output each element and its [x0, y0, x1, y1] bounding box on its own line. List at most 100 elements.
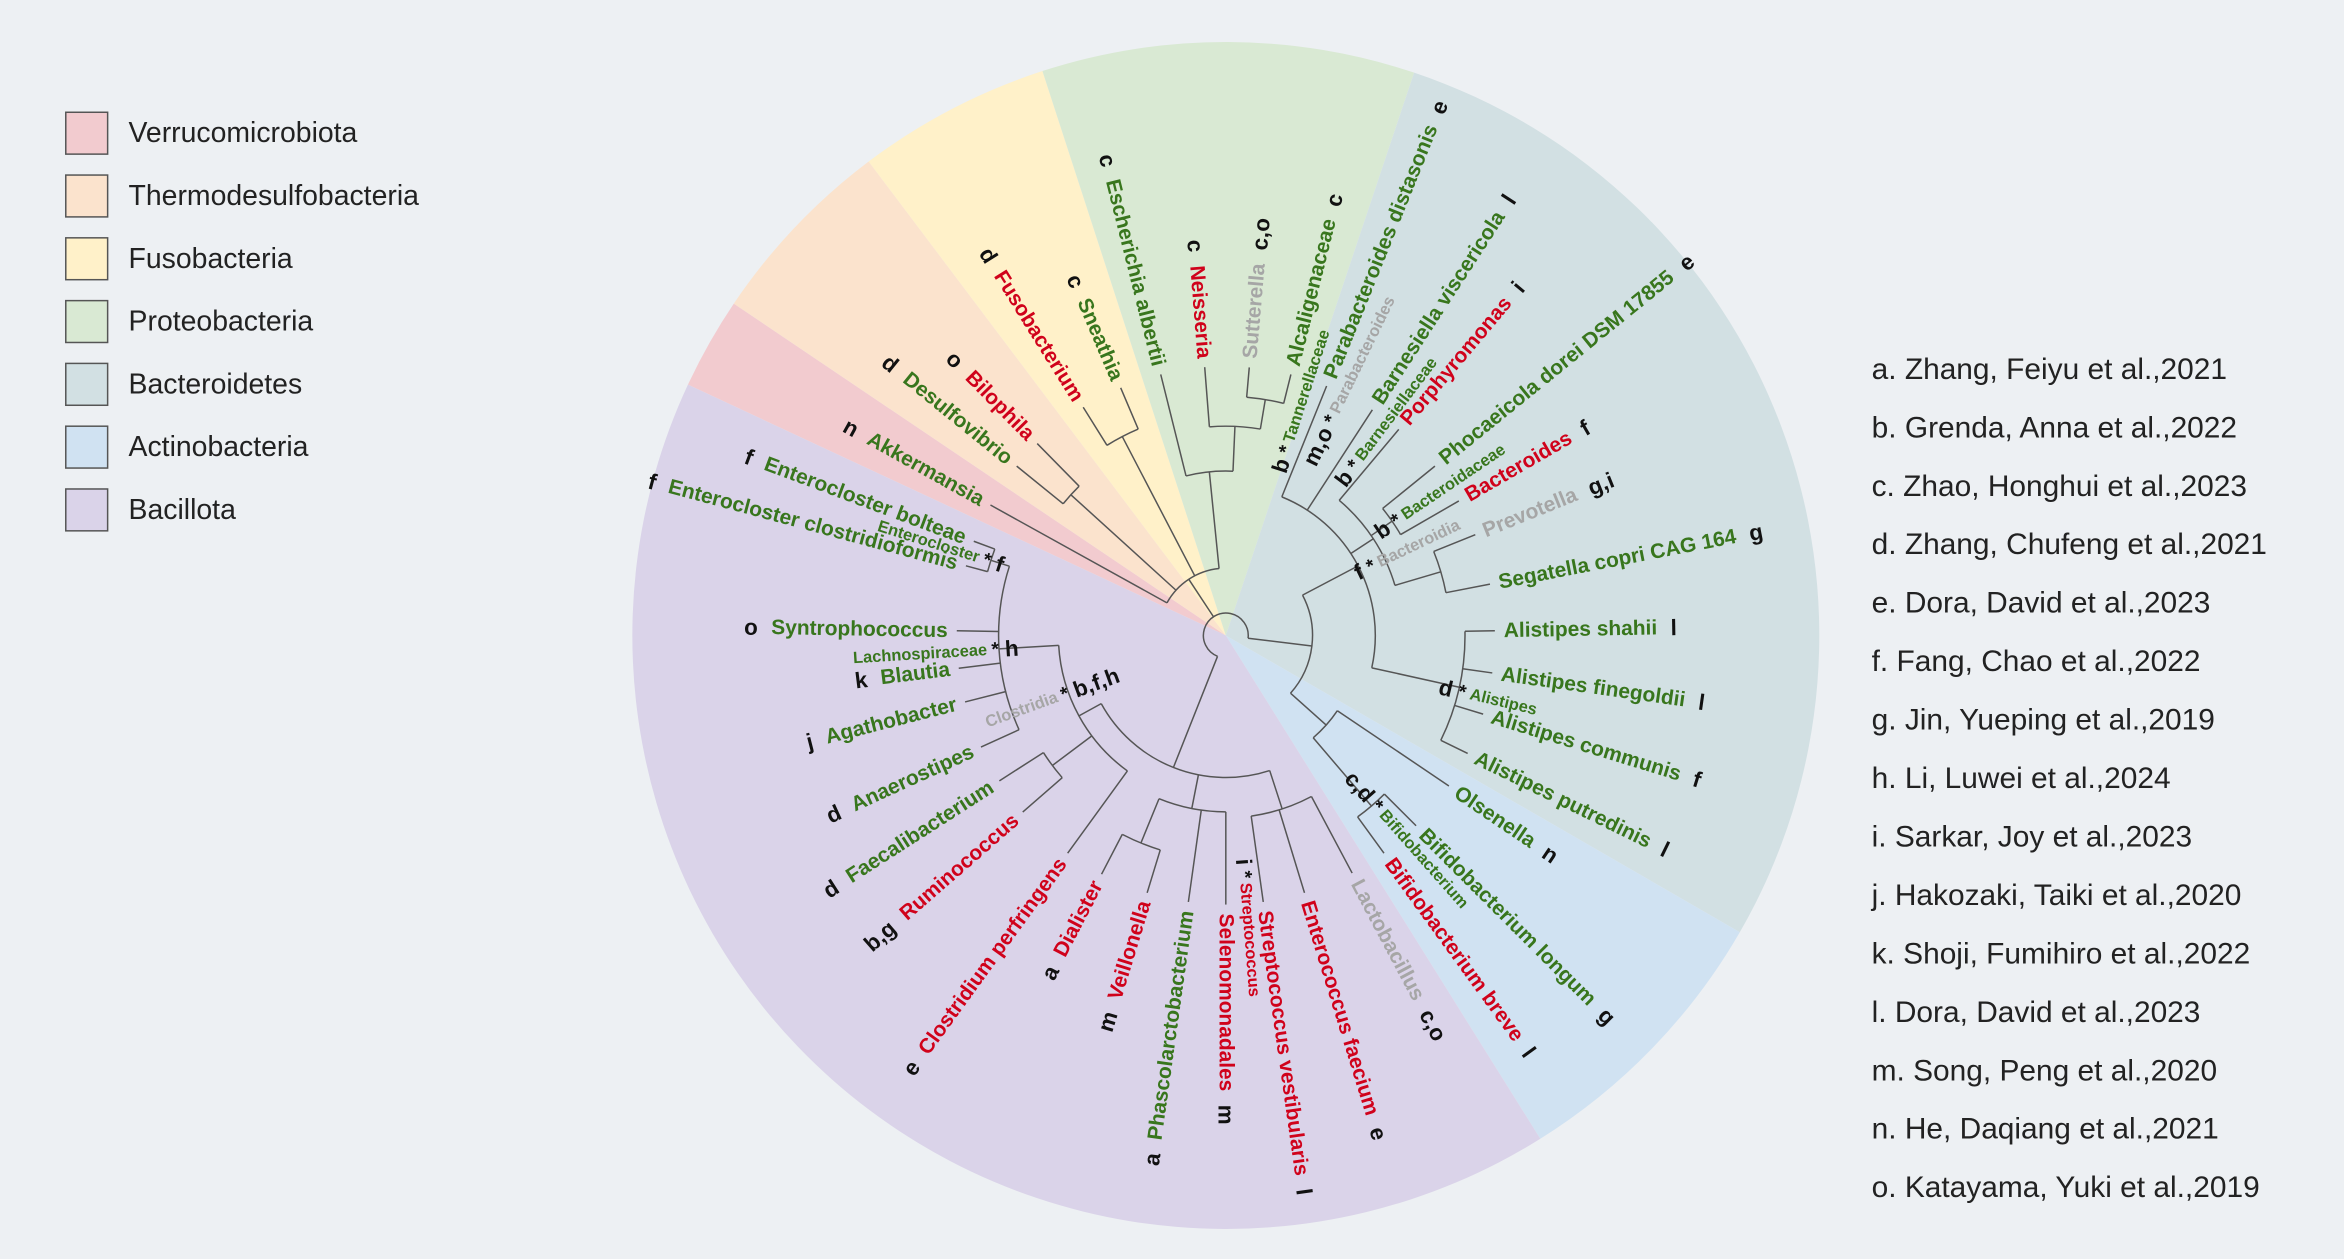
- leaf-label: Selenomonadales: [1214, 914, 1237, 1092]
- branch-arc: [1185, 470, 1234, 477]
- branch: [1259, 399, 1267, 430]
- branch: [1278, 809, 1306, 894]
- branch: [1336, 710, 1450, 787]
- reference: k. Shoji, Fumihiro et al.,2022: [1872, 937, 2251, 970]
- branch: [980, 729, 1020, 748]
- branch-arc: [1166, 567, 1220, 604]
- legend-label: Bacteroidetes: [129, 368, 303, 400]
- branch: [956, 630, 999, 633]
- legend-label: Bacillota: [129, 494, 237, 526]
- leaf-annotation: l: [1697, 690, 1707, 716]
- branch-arc: [1158, 798, 1226, 813]
- branch-arc: [1202, 612, 1249, 658]
- branch: [990, 504, 1168, 604]
- branch: [1454, 704, 1484, 715]
- legend-swatch: [65, 111, 109, 155]
- reference: a. Zhang, Feiyu et al.,2021: [1872, 353, 2227, 386]
- branch: [1370, 520, 1393, 537]
- branch: [1371, 667, 1460, 688]
- branch-arc: [1440, 631, 1466, 741]
- leaf-annotation: k: [853, 667, 869, 693]
- legend-swatch: [65, 362, 109, 407]
- branch: [1172, 656, 1219, 768]
- sector: [1225, 635, 1740, 1139]
- leaf-annotation: c,o: [1247, 217, 1275, 251]
- branch: [1310, 796, 1353, 874]
- branch: [958, 662, 1001, 670]
- sectors: [632, 42, 1820, 1229]
- branch: [965, 565, 988, 573]
- leaf-annotation: c: [1321, 191, 1348, 209]
- legend-swatch: [65, 488, 109, 532]
- branch: [1445, 583, 1491, 594]
- clade-annotation: i: [1231, 858, 1256, 866]
- branch-arc: [1251, 795, 1312, 817]
- branch: [1290, 692, 1327, 726]
- branch: [1268, 770, 1283, 810]
- branch: [1159, 374, 1187, 477]
- branch: [1464, 630, 1495, 633]
- branch: [1297, 385, 1328, 456]
- leaf-annotation: l: [1670, 615, 1677, 640]
- legend-label: Actinobacteria: [129, 431, 309, 463]
- branch: [1357, 816, 1385, 854]
- branch-arc: [1281, 496, 1377, 668]
- branch: [964, 690, 1006, 703]
- branch: [1100, 834, 1123, 875]
- branch: [1339, 409, 1373, 461]
- branch: [1203, 367, 1211, 427]
- branch: [1433, 533, 1476, 553]
- branch: [1146, 849, 1161, 894]
- branch-arc: [997, 565, 1020, 731]
- branch: [1440, 739, 1468, 755]
- branch: [973, 540, 996, 550]
- sector: [687, 303, 1226, 636]
- branch: [998, 751, 1044, 782]
- branch: [1187, 810, 1203, 903]
- sector: [1042, 42, 1415, 636]
- reference: m. Song, Peng et al.,2020: [1872, 1054, 2217, 1087]
- branch: [1282, 374, 1292, 404]
- branch-arc: [1289, 594, 1314, 694]
- leaf-label: Syntrophococcus: [771, 616, 948, 642]
- reference: j. Hakozaki, Taiki et al.,2020: [1871, 879, 2242, 912]
- reference: n. He, Daqiang et al.,2021: [1872, 1113, 2219, 1146]
- branch: [998, 644, 1059, 650]
- reference: g. Jin, Yueping et al.,2019: [1872, 704, 2215, 737]
- legend-label: Verrucomicrobiota: [129, 117, 358, 149]
- branch-arc: [1062, 485, 1080, 505]
- leaf-annotation: o: [744, 615, 758, 640]
- branch: [1016, 465, 1064, 505]
- legend-swatch: [65, 237, 109, 281]
- branch: [1082, 406, 1108, 446]
- clade-annotation: b: [1267, 455, 1295, 476]
- reference: f. Fang, Chao et al.,2022: [1872, 645, 2201, 678]
- branch: [1245, 367, 1251, 398]
- tree: [956, 367, 1495, 905]
- branch: [1051, 735, 1093, 767]
- branch: [1281, 455, 1300, 498]
- branch: [1188, 578, 1215, 618]
- branch: [1067, 770, 1129, 854]
- clade-annotation: d: [1436, 675, 1455, 703]
- legend-swatch: [65, 174, 109, 218]
- reference: b. Grenda, Anna et al.,2022: [1872, 411, 2237, 444]
- branch: [1070, 494, 1177, 591]
- branch: [1338, 428, 1400, 501]
- branch: [1312, 737, 1373, 807]
- leaf-annotation: m: [1213, 1105, 1238, 1125]
- branch: [1394, 571, 1442, 587]
- branch: [1036, 443, 1080, 487]
- leaf-annotation: c: [1182, 239, 1208, 253]
- sector: [868, 71, 1226, 636]
- reference: i. Sarkar, Joy et al.,2023: [1872, 820, 2193, 853]
- reference: h. Li, Luwei et al.,2024: [1872, 762, 2171, 795]
- reference: d. Zhang, Chufeng et al.,2021: [1872, 528, 2267, 561]
- branch: [1400, 500, 1460, 536]
- legend-label: Thermodesulfobacteria: [129, 180, 420, 212]
- branch: [1078, 702, 1102, 717]
- branch: [1302, 565, 1359, 596]
- reference: c. Zhao, Honghui et al.,2023: [1872, 470, 2247, 503]
